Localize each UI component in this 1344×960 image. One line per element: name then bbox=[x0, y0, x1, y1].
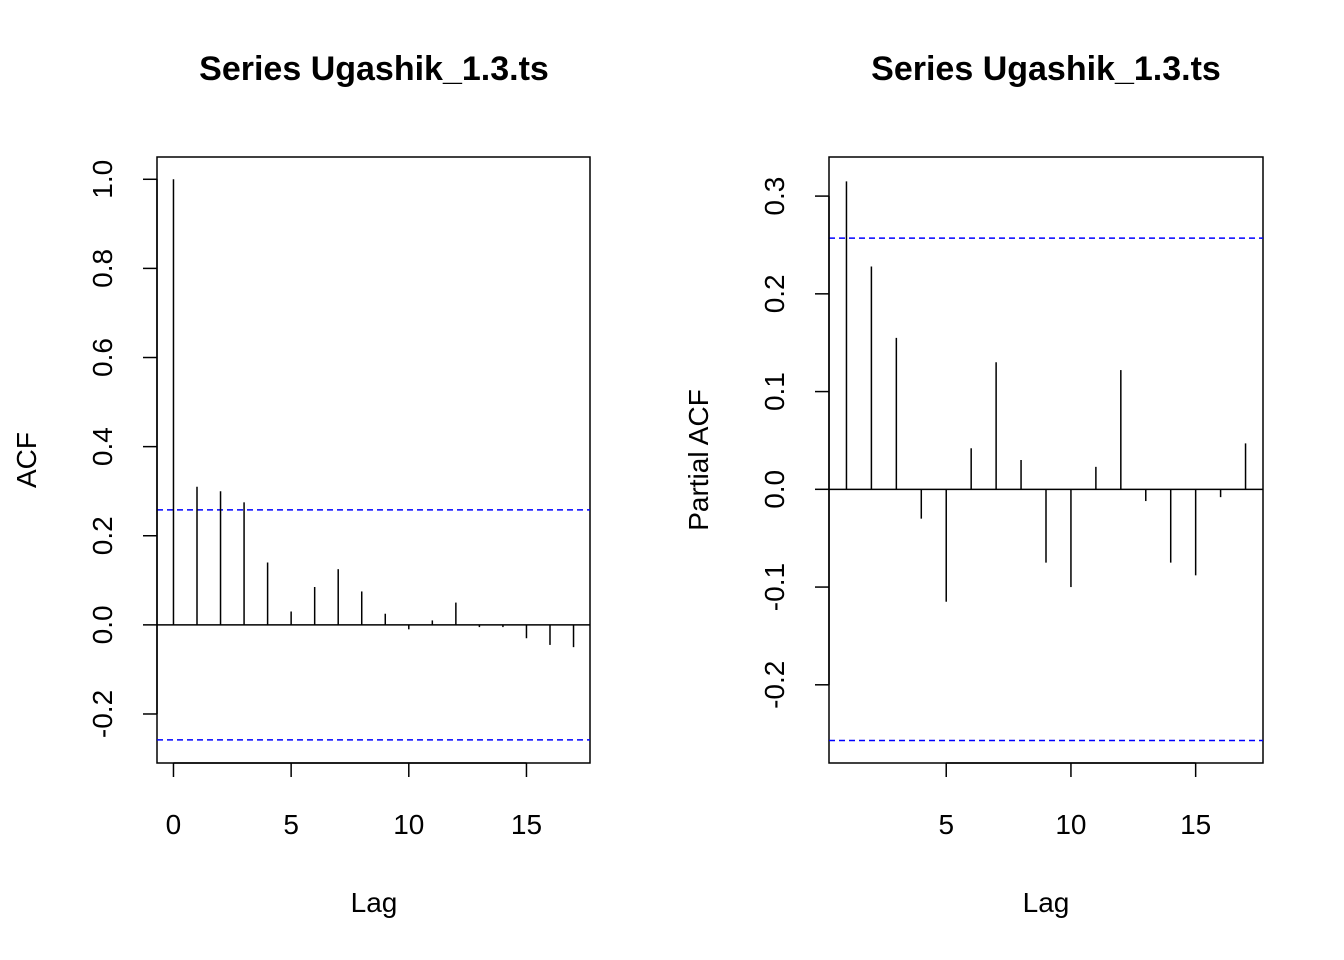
acf-x-tick-label: 0 bbox=[166, 809, 182, 840]
pacf-y-tick-label: 0.1 bbox=[759, 372, 790, 411]
pacf-title: Series Ugashik_1.3.ts bbox=[871, 50, 1221, 88]
acf-y-tick-label: 0.2 bbox=[87, 516, 118, 555]
pacf-y-tick-label: 0.2 bbox=[759, 274, 790, 313]
pacf-y-tick-label: -0.1 bbox=[759, 563, 790, 611]
acf-panel: Series Ugashik_1.3.ts Lag ACF 0 5 10 15 -0.2… bbox=[11, 50, 591, 918]
pacf-x-tick-label: 10 bbox=[1055, 809, 1086, 840]
acf-x-axis-label: Lag bbox=[351, 887, 398, 918]
pacf-panel: Series Ugashik_1.3.ts Lag Partial ACF 5 1… bbox=[683, 50, 1264, 918]
acf-y-tick-label: 1.0 bbox=[87, 160, 118, 199]
pacf-y-tick-label: -0.2 bbox=[759, 661, 790, 709]
pacf-marks: 5 10 15 -0.2 -0.1 0.0 0.1 0.2 0.3 bbox=[759, 156, 1264, 840]
acf-y-tick-label: 0.8 bbox=[87, 249, 118, 288]
acf-y-tick-label: -0.2 bbox=[87, 690, 118, 738]
pacf-x-axis-label: Lag bbox=[1023, 887, 1070, 918]
acf-y-axis-label: ACF bbox=[11, 432, 42, 488]
pacf-x-tick-label: 5 bbox=[938, 809, 954, 840]
acf-x-tick-label: 15 bbox=[511, 809, 542, 840]
acf-x-tick-label: 10 bbox=[393, 809, 424, 840]
pacf-y-tick-label: 0.0 bbox=[759, 470, 790, 509]
pacf-y-axis-label: Partial ACF bbox=[683, 389, 714, 531]
acf-title: Series Ugashik_1.3.ts bbox=[199, 50, 549, 88]
acf-x-tick-label: 5 bbox=[283, 809, 299, 840]
acf-marks: 0 5 10 15 -0.2 0.0 0.2 0.4 0.6 0.8 1.0 bbox=[87, 156, 591, 840]
acf-plot-frame bbox=[156, 156, 591, 764]
acf-y-tick-label: 0.6 bbox=[87, 338, 118, 377]
acf-y-tick-label: 0.4 bbox=[87, 427, 118, 466]
pacf-x-tick-label: 15 bbox=[1180, 809, 1211, 840]
pacf-y-tick-label: 0.3 bbox=[759, 177, 790, 216]
pacf-plot-frame bbox=[828, 156, 1264, 764]
acf-y-tick-label: 0.0 bbox=[87, 605, 118, 644]
